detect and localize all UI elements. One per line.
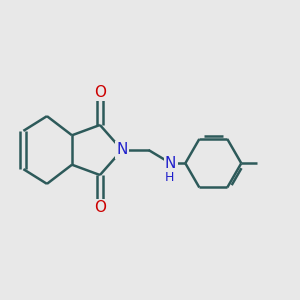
- Text: O: O: [94, 85, 106, 100]
- Text: N: N: [165, 156, 176, 171]
- Text: H: H: [164, 171, 174, 184]
- Text: O: O: [94, 200, 106, 215]
- Text: N: N: [116, 142, 128, 158]
